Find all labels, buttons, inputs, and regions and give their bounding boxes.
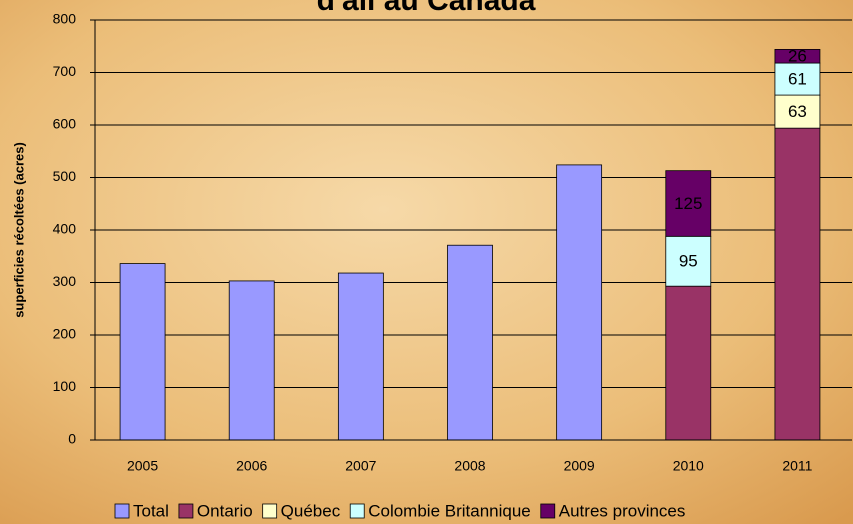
y-axis-label: superficies récoltées (acres) [11,142,26,318]
y-tick-label: 200 [53,326,77,342]
y-tick-label: 0 [68,431,76,447]
bar-segment [774,49,821,64]
bar-segment [665,170,712,237]
x-tick-label: 2010 [673,458,704,474]
legend-swatch [349,503,365,519]
data-label: 61 [788,70,807,89]
bar-segment [228,280,275,441]
legend-label: Québec [281,501,341,520]
y-tick-label: 700 [53,63,77,79]
data-label: 26 [788,47,807,66]
y-tick-label: 800 [53,11,77,27]
legend-swatch [178,503,194,519]
x-tick-label: 2005 [127,458,158,474]
legend-label: Autres provinces [559,501,686,520]
bar-segment [774,94,821,129]
x-tick-label: 2009 [564,458,595,474]
bar-segment [774,62,821,96]
bar-segment [337,272,384,441]
data-label: 63 [788,102,807,121]
y-tick-label: 400 [53,221,77,237]
chart-title: d'ail au Canada [317,0,536,17]
bar-segment [665,285,712,441]
bar-segment [774,127,821,441]
data-label: 95 [679,252,698,271]
x-tick-label: 2008 [454,458,485,474]
bar-segment [447,244,493,441]
legend-swatch [540,503,556,519]
legend-label: Total [133,501,169,520]
x-tick-label: 2011 [782,458,812,474]
y-tick-label: 600 [53,116,77,132]
legend-label: Ontario [197,501,253,520]
data-label: 125 [674,194,702,213]
legend-label: Colombie Britannique [368,501,531,520]
y-tick-label: 300 [53,273,77,289]
x-tick-label: 2007 [345,458,376,474]
bar-segment [556,164,603,441]
y-tick-label: 100 [53,378,77,394]
y-tick-label: 500 [53,168,77,184]
bar-segment [119,263,166,441]
legend-swatch [114,503,130,519]
x-tick-label: 2006 [236,458,267,474]
legend-swatch [262,503,278,519]
